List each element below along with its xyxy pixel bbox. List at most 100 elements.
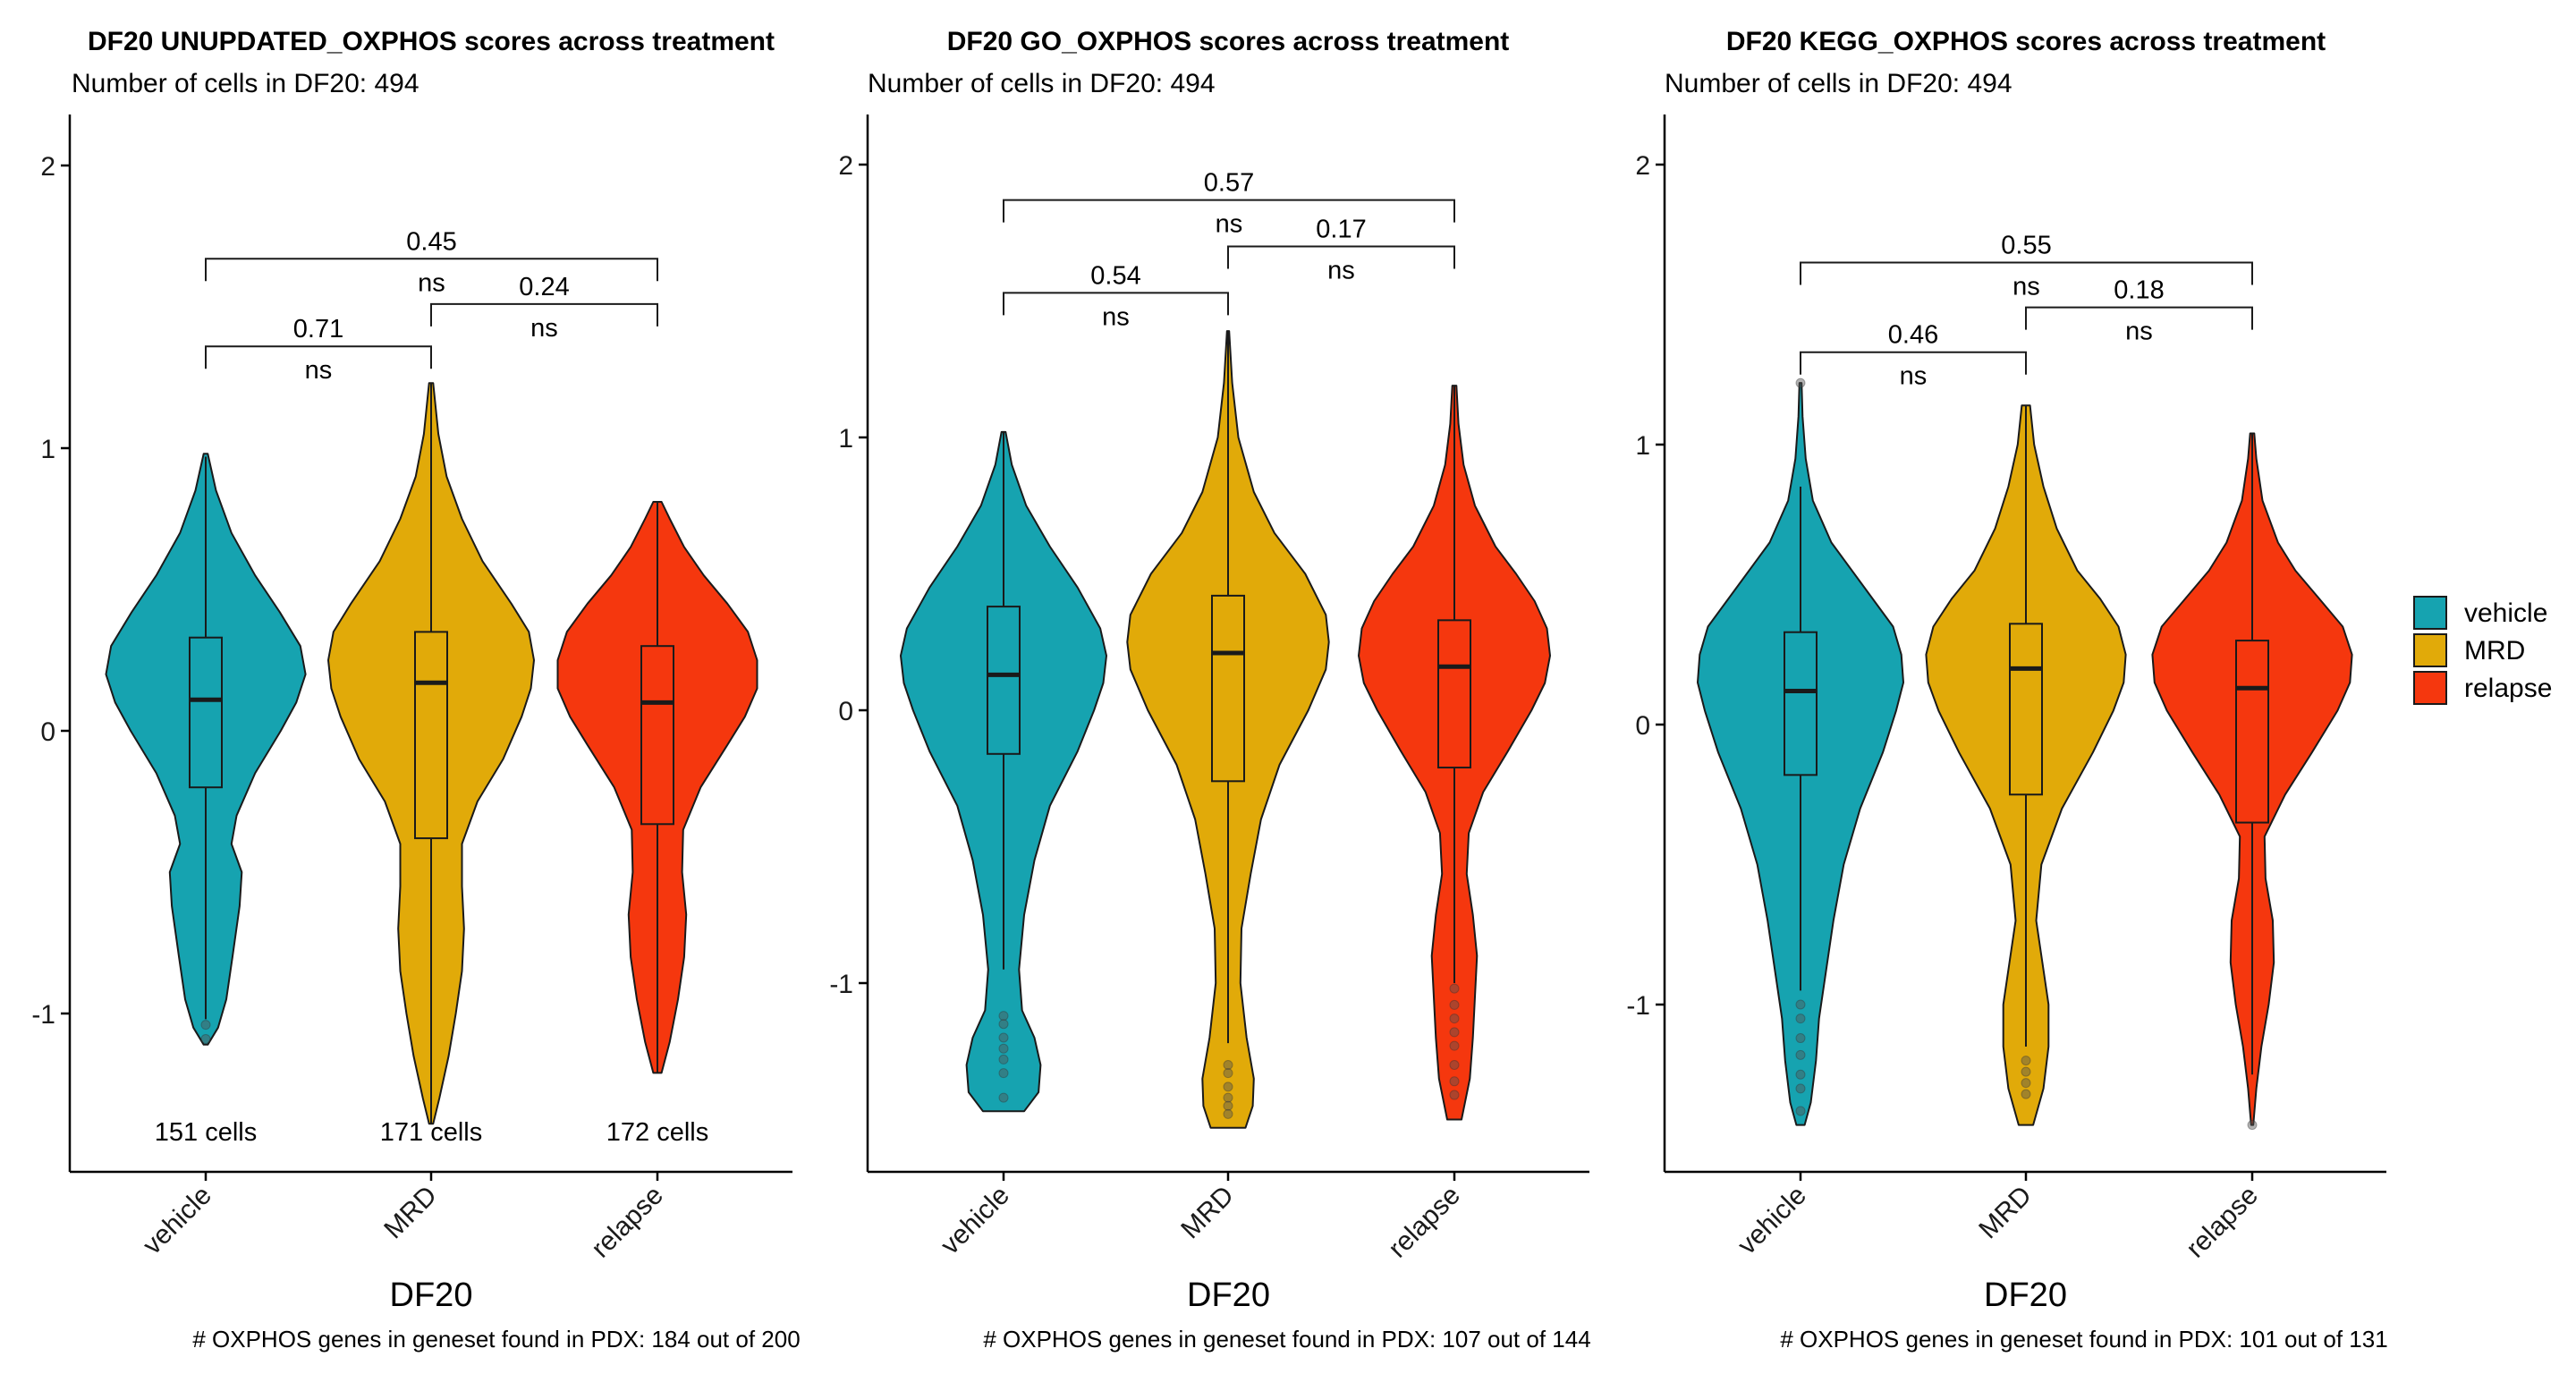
y-tick-label: 0 xyxy=(40,717,55,747)
chart-subtitle: Number of cells in DF20: 494 xyxy=(72,69,419,98)
legend-swatch-vehicle xyxy=(2413,596,2447,630)
y-tick-label: -1 xyxy=(31,1000,55,1030)
p-value-label: 0.71 xyxy=(293,315,343,344)
x-tick-label: MRD xyxy=(1973,1181,2038,1245)
box-relapse xyxy=(1437,619,1471,769)
significance-label: ns xyxy=(1102,302,1130,331)
significance-label: ns xyxy=(1327,257,1355,285)
outlier-point xyxy=(1449,1027,1460,1038)
outlier-point xyxy=(200,1020,211,1030)
outlier-point xyxy=(2021,1089,2031,1099)
x-axis-title: DF20 xyxy=(390,1276,473,1314)
outlier-point xyxy=(1223,1092,1233,1103)
outlier-point xyxy=(998,1092,1009,1103)
x-tick-label: vehicle xyxy=(936,1181,1015,1260)
legend-label: MRD xyxy=(2464,636,2525,666)
y-tick-label: 1 xyxy=(1635,431,1650,461)
p-value-label: 0.45 xyxy=(406,227,456,256)
outlier-point xyxy=(1223,1081,1233,1092)
comparison-bracket xyxy=(1800,351,2027,375)
outlier-point xyxy=(998,1043,1009,1054)
outlier-point xyxy=(1449,999,1460,1010)
legend-label: vehicle xyxy=(2464,598,2547,628)
outlier-point xyxy=(1223,1060,1233,1070)
chart-title: DF20 KEGG_OXPHOS scores across treatment xyxy=(1726,27,2326,56)
outlier-point xyxy=(1795,1069,1806,1080)
chart-caption: # OXPHOS genes in geneset found in PDX: … xyxy=(983,1326,1590,1353)
p-value-label: 0.54 xyxy=(1090,261,1140,290)
x-axis-title: DF20 xyxy=(1984,1276,2067,1314)
chart-subtitle: Number of cells in DF20: 494 xyxy=(1665,69,2012,98)
cell-count-label: 172 cells xyxy=(606,1118,708,1147)
chart-subtitle: Number of cells in DF20: 494 xyxy=(868,69,1216,98)
comparison-bracket xyxy=(2025,306,2253,330)
significance-label: ns xyxy=(2125,318,2153,346)
outlier-point xyxy=(1795,377,1806,388)
p-value-label: 0.18 xyxy=(2114,276,2164,305)
x-tick-label: MRD xyxy=(378,1181,443,1245)
chart-panel-1: DF20 UNUPDATED_OXPHOS scores across trea… xyxy=(31,27,800,1353)
outlier-point xyxy=(998,1011,1009,1022)
outlier-point xyxy=(2021,1078,2031,1089)
legend-swatch-relapse xyxy=(2413,671,2447,705)
chart-panel-3: DF20 KEGG_OXPHOS scores across treatment… xyxy=(1626,27,2387,1353)
outlier-point xyxy=(1223,1100,1233,1111)
comparison-bracket xyxy=(205,258,658,282)
legend-label: relapse xyxy=(2464,674,2552,703)
y-tick-label: 1 xyxy=(838,424,853,454)
p-value-label: 0.46 xyxy=(1888,321,1938,350)
significance-label: ns xyxy=(305,356,333,385)
outlier-point xyxy=(998,1054,1009,1064)
significance-label: ns xyxy=(418,268,445,297)
y-tick-label: 2 xyxy=(838,151,853,181)
y-tick-label: -1 xyxy=(829,970,853,999)
box-relapse xyxy=(640,645,674,826)
chart-title: DF20 GO_OXPHOS scores across treatment xyxy=(947,27,1510,56)
cell-count-label: 171 cells xyxy=(380,1118,482,1147)
comparison-bracket xyxy=(1003,199,1455,223)
outlier-point xyxy=(200,1033,211,1044)
chart-panel-2: DF20 GO_OXPHOS scores across treatment Nu… xyxy=(829,27,1590,1353)
x-tick-label: vehicle xyxy=(1733,1181,1812,1260)
p-value-label: 0.57 xyxy=(1204,169,1254,198)
x-tick-label: relapse xyxy=(2181,1181,2264,1264)
comparison-bracket xyxy=(1227,245,1455,269)
significance-label: ns xyxy=(1900,362,1928,391)
comparison-bracket xyxy=(1003,292,1229,316)
outlier-point xyxy=(1449,1040,1460,1051)
p-value-label: 0.24 xyxy=(519,273,569,301)
x-tick-label: vehicle xyxy=(138,1181,217,1260)
x-axis-title: DF20 xyxy=(1187,1276,1270,1314)
comparison-bracket xyxy=(1800,261,2253,285)
legend: vehicle MRD relapse xyxy=(2413,596,2552,705)
outlier-point xyxy=(998,1019,1009,1030)
chart-title: DF20 UNUPDATED_OXPHOS scores across trea… xyxy=(88,27,775,56)
significance-label: ns xyxy=(530,314,558,343)
outlier-point xyxy=(2021,1056,2031,1066)
outlier-point xyxy=(1449,1076,1460,1087)
x-tick-label: relapse xyxy=(1383,1181,1466,1264)
outlier-point xyxy=(1449,1060,1460,1070)
outlier-point xyxy=(1795,1049,1806,1060)
outlier-point xyxy=(1795,1106,1806,1116)
x-tick-label: MRD xyxy=(1175,1181,1240,1245)
outlier-point xyxy=(2247,1120,2258,1131)
cell-count-label: 151 cells xyxy=(155,1118,257,1147)
box-MRD xyxy=(2009,623,2043,796)
outlier-point xyxy=(1223,1068,1233,1079)
box-relapse xyxy=(2235,640,2269,824)
comparison-bracket xyxy=(205,345,432,369)
x-tick-label: relapse xyxy=(586,1181,669,1264)
significance-label: ns xyxy=(1216,210,1243,239)
outlier-point xyxy=(998,1032,1009,1043)
chart-caption: # OXPHOS genes in geneset found in PDX: … xyxy=(192,1326,800,1353)
y-tick-label: 0 xyxy=(838,697,853,726)
comparison-bracket xyxy=(430,302,658,327)
y-tick-label: -1 xyxy=(1626,991,1650,1021)
chart-caption: # OXPHOS genes in geneset found in PDX: … xyxy=(1780,1326,2387,1353)
y-tick-label: 1 xyxy=(40,435,55,464)
outlier-point xyxy=(1795,999,1806,1010)
outlier-point xyxy=(1449,983,1460,994)
outlier-point xyxy=(998,1068,1009,1079)
